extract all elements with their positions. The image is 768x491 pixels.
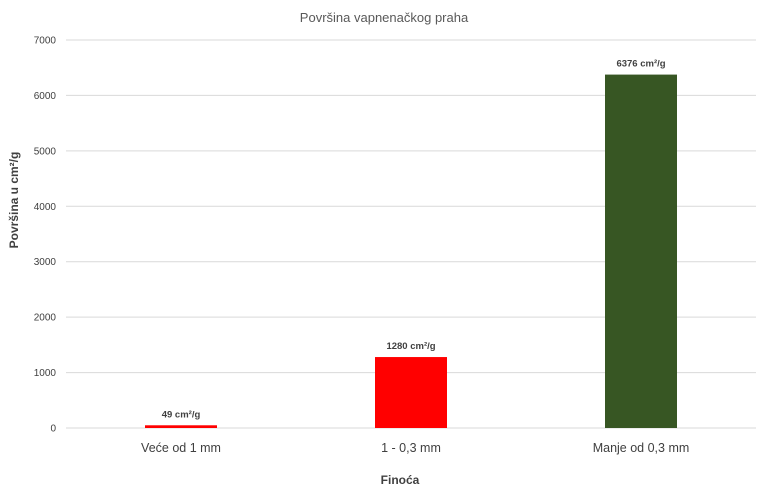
x-axis-title: Finoća — [381, 473, 420, 487]
bar — [145, 425, 217, 428]
x-tick-label: Manje od 0,3 mm — [593, 441, 690, 455]
y-tick-label: 0 — [50, 424, 56, 435]
bars — [145, 74, 677, 428]
x-axis-ticks: Veće od 1 mm 1 - 0,3 mm Manje od 0,3 mm — [141, 441, 689, 455]
y-tick-label: 5000 — [34, 146, 57, 157]
bar — [375, 357, 447, 428]
data-labels: 49 cm²/g 1280 cm²/g 6376 cm²/g — [162, 59, 666, 421]
y-axis-title: Površina u cm²/g — [7, 152, 21, 249]
x-tick-label: Veće od 1 mm — [141, 441, 221, 455]
y-tick-label: 7000 — [34, 36, 57, 47]
y-tick-label: 2000 — [34, 313, 57, 324]
y-tick-label: 4000 — [34, 202, 57, 213]
x-tick-label: 1 - 0,3 mm — [381, 441, 441, 455]
gridlines — [66, 39, 756, 429]
data-label: 49 cm²/g — [162, 409, 201, 420]
bar — [605, 74, 677, 428]
y-axis-ticks: 0 1000 2000 3000 4000 5000 6000 7000 — [34, 36, 57, 435]
y-tick-label: 6000 — [34, 91, 57, 102]
chart-title: Površina vapnenačkog praha — [300, 10, 469, 25]
data-label: 6376 cm²/g — [616, 59, 665, 70]
data-label: 1280 cm²/g — [386, 341, 435, 352]
y-tick-label: 3000 — [34, 257, 57, 268]
y-tick-label: 1000 — [34, 368, 57, 379]
